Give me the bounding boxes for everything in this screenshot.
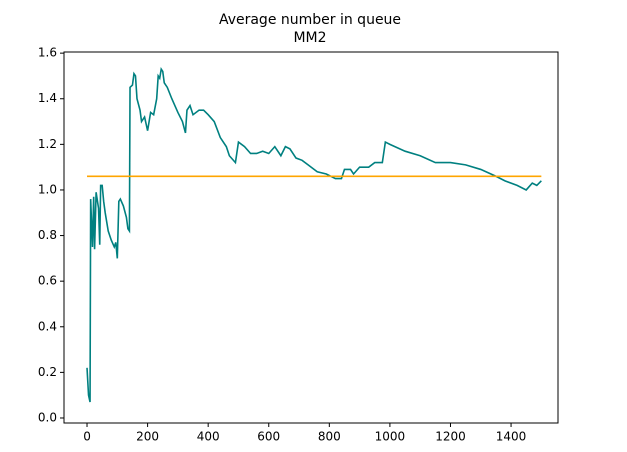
x-tick-label: 1000 (375, 430, 406, 444)
y-tick-label: 1.4 (38, 91, 57, 105)
y-tick-label: 0.8 (38, 228, 57, 242)
y-tick-label: 1.2 (38, 137, 57, 151)
chart-title: Average number in queue (219, 12, 401, 28)
x-tick-label: 600 (257, 430, 280, 444)
y-tick-label: 1.6 (38, 46, 57, 60)
chart-subtitle: MM2 (293, 30, 326, 46)
x-tick-label: 1400 (496, 430, 527, 444)
y-tick-label: 0.4 (38, 319, 57, 333)
x-tick-label: 200 (136, 430, 159, 444)
x-tick-label: 0 (83, 430, 91, 444)
x-tick-label: 400 (197, 430, 220, 444)
plot-frame (63, 51, 559, 424)
y-tick-label: 0.0 (38, 410, 57, 424)
y-tick-label: 1.0 (38, 182, 57, 196)
y-tick-label: 0.2 (38, 365, 57, 379)
x-tick-label: 1200 (435, 430, 466, 444)
y-tick-label: 0.6 (38, 274, 57, 288)
x-tick-label: 800 (318, 430, 341, 444)
data-line (86, 66, 542, 403)
